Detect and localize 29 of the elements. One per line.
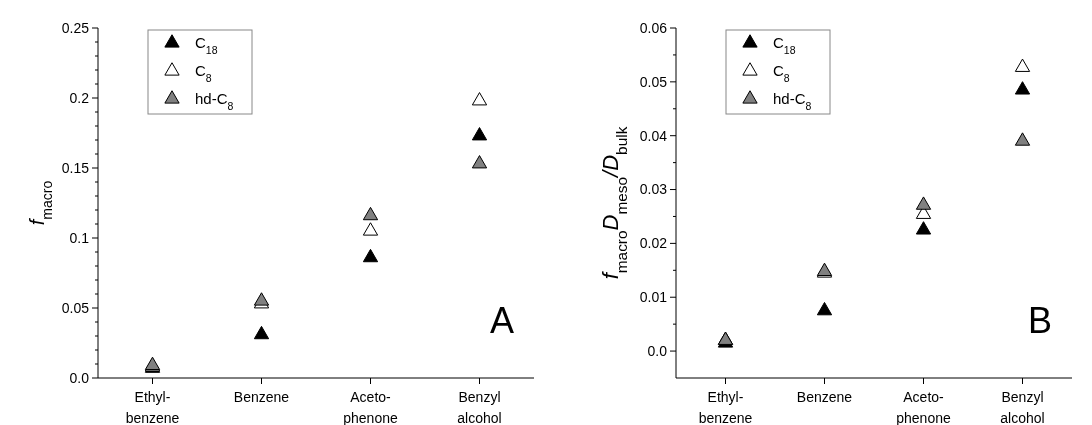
y-tick-label: 0.1 (69, 229, 90, 246)
y-tick-label: 0.2 (69, 89, 90, 106)
x-tick-label: Benzyl alcohol (457, 389, 502, 425)
y-tick-label: 0.04 (639, 127, 668, 144)
x-tick-label: Benzene (796, 389, 853, 405)
y-tick-label: 0.05 (61, 299, 90, 316)
annotation: B (1027, 300, 1052, 341)
y-tick-label: 0.15 (61, 159, 90, 176)
y-tick-label: 0.03 (639, 181, 668, 198)
y-tick-label: 0.0 (69, 369, 90, 386)
x-tick-label: Benzyl alcohol (1000, 389, 1045, 425)
y-tick-label: 0.0 (647, 342, 668, 359)
legend-label: C$_{8}$ (773, 62, 790, 84)
x-tick-label: Benzene (233, 389, 290, 405)
x-tick-label: Ethyl- benzene (125, 389, 180, 425)
x-tick-label: Aceto- phenone (343, 389, 398, 425)
x-tick-label: Aceto- phenone (896, 389, 951, 425)
legend-label: C$_{18}$ (773, 34, 796, 56)
y-tick-label: 0.06 (639, 19, 668, 36)
annotation: A (489, 300, 514, 341)
y-tick-label: 0.05 (639, 73, 668, 90)
legend-label: C$_{18}$ (195, 34, 218, 56)
y-tick-label: 0.02 (639, 235, 668, 252)
y-tick-label: 0.25 (61, 19, 90, 36)
legend-label: hd-C$_{8}$ (195, 90, 234, 112)
legend-label: hd-C$_{8}$ (773, 90, 812, 112)
legend-label: C$_{8}$ (195, 62, 212, 84)
y-tick-label: 0.01 (639, 289, 668, 306)
x-tick-label: Ethyl- benzene (698, 389, 753, 425)
